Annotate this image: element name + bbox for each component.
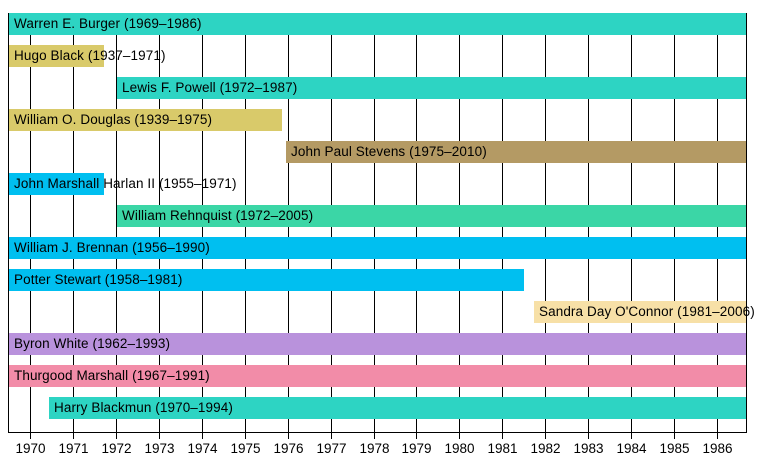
axis-tick-1983 bbox=[588, 432, 589, 439]
axis-tick-1972 bbox=[116, 432, 117, 439]
axis-tick-1984 bbox=[631, 432, 632, 439]
axis-tick-label-1973: 1973 bbox=[144, 441, 175, 456]
bar-sandra-day-o-connor: Sandra Day O'Connor (1981–2006) bbox=[534, 301, 755, 323]
bar-label-william-rehnquist: William Rehnquist (1972–2005) bbox=[122, 208, 314, 223]
bar-potter-stewart: Potter Stewart (1958–1981) bbox=[9, 269, 524, 291]
axis-tick-label-1972: 1972 bbox=[101, 441, 132, 456]
bar-hugo-black: Hugo Black (1937–1971) bbox=[9, 45, 165, 67]
axis-tick-label-1974: 1974 bbox=[187, 441, 218, 456]
bar-label-warren-e-burger: Warren E. Burger (1969–1986) bbox=[14, 16, 202, 31]
bar-william-j-brennan: William J. Brennan (1956–1990) bbox=[9, 237, 746, 259]
plot-area: 1970 1971 1972 1973 1974 1975 1976 1977 1978 1979… bbox=[8, 13, 755, 456]
axis-tick-1976 bbox=[288, 432, 289, 439]
bar-label-thurgood-marshall: Thurgood Marshall (1967–1991) bbox=[14, 368, 210, 383]
bar-william-rehnquist: William Rehnquist (1972–2005) bbox=[117, 205, 746, 227]
axis-tick-label-1976: 1976 bbox=[273, 441, 304, 456]
bar-john-marshall-harlan-ii: John Marshall Harlan II (1955–1971) bbox=[9, 173, 237, 195]
axis-tick-1982 bbox=[545, 432, 546, 439]
axis-tick-1971 bbox=[73, 432, 74, 439]
gridline-1970 bbox=[30, 13, 31, 432]
bar-label-lewis-f-powell: Lewis F. Powell (1972–1987) bbox=[122, 80, 298, 95]
axis-tick-label-1980: 1980 bbox=[444, 441, 475, 456]
axis-tick-label-1986: 1986 bbox=[702, 441, 733, 456]
axis-tick-1974 bbox=[202, 432, 203, 439]
axis-tick-label-1985: 1985 bbox=[659, 441, 690, 456]
axis-tick-1977 bbox=[331, 432, 332, 439]
bar-label-byron-white: Byron White (1962–1993) bbox=[14, 336, 171, 351]
bar-label-john-marshall-harlan-ii: John Marshall Harlan II (1955–1971) bbox=[14, 176, 237, 191]
axis-tick-label-1978: 1978 bbox=[359, 441, 390, 456]
bar-label-hugo-black: Hugo Black (1937–1971) bbox=[14, 48, 166, 63]
axis-tick-1985 bbox=[674, 432, 675, 439]
axis-tick-1975 bbox=[245, 432, 246, 439]
axis-tick-1978 bbox=[374, 432, 375, 439]
axis-tick-label-1981: 1981 bbox=[487, 441, 518, 456]
bar-label-harry-blackmun: Harry Blackmun (1970–1994) bbox=[54, 400, 233, 415]
axis-tick-label-1970: 1970 bbox=[15, 441, 46, 456]
axis-tick-label-1971: 1971 bbox=[58, 441, 89, 456]
axis-tick-label-1975: 1975 bbox=[230, 441, 261, 456]
bar-lewis-f-powell: Lewis F. Powell (1972–1987) bbox=[117, 77, 746, 99]
bar-william-o-douglas: William O. Douglas (1939–1975) bbox=[9, 109, 282, 131]
axis-tick-1980 bbox=[459, 432, 460, 439]
gridline-1972 bbox=[116, 13, 117, 432]
axis-tick-1981 bbox=[502, 432, 503, 439]
bar-label-william-o-douglas: William O. Douglas (1939–1975) bbox=[14, 112, 213, 127]
axis-tick-label-1979: 1979 bbox=[401, 441, 432, 456]
bar-label-sandra-day-o-connor: Sandra Day O'Connor (1981–2006) bbox=[539, 304, 755, 319]
bar-john-paul-stevens: John Paul Stevens (1975–2010) bbox=[286, 141, 746, 163]
bar-byron-white: Byron White (1962–1993) bbox=[9, 333, 746, 355]
axis-tick-1986 bbox=[717, 432, 718, 439]
axis-tick-label-1983: 1983 bbox=[573, 441, 604, 456]
bar-label-william-j-brennan: William J. Brennan (1956–1990) bbox=[14, 240, 210, 255]
axis-tick-label-1984: 1984 bbox=[616, 441, 647, 456]
gridline-1971 bbox=[73, 13, 74, 432]
bar-label-john-paul-stevens: John Paul Stevens (1975–2010) bbox=[291, 144, 487, 159]
axis-tick-label-1982: 1982 bbox=[530, 441, 561, 456]
axis-tick-1979 bbox=[416, 432, 417, 439]
bar-harry-blackmun: Harry Blackmun (1970–1994) bbox=[49, 397, 746, 419]
axis-tick-1970 bbox=[30, 432, 31, 439]
axis-tick-label-1977: 1977 bbox=[316, 441, 347, 456]
bar-warren-e-burger: Warren E. Burger (1969–1986) bbox=[9, 13, 746, 35]
axis-tick-1973 bbox=[159, 432, 160, 439]
bar-thurgood-marshall: Thurgood Marshall (1967–1991) bbox=[9, 365, 746, 387]
bar-label-potter-stewart: Potter Stewart (1958–1981) bbox=[14, 272, 183, 287]
